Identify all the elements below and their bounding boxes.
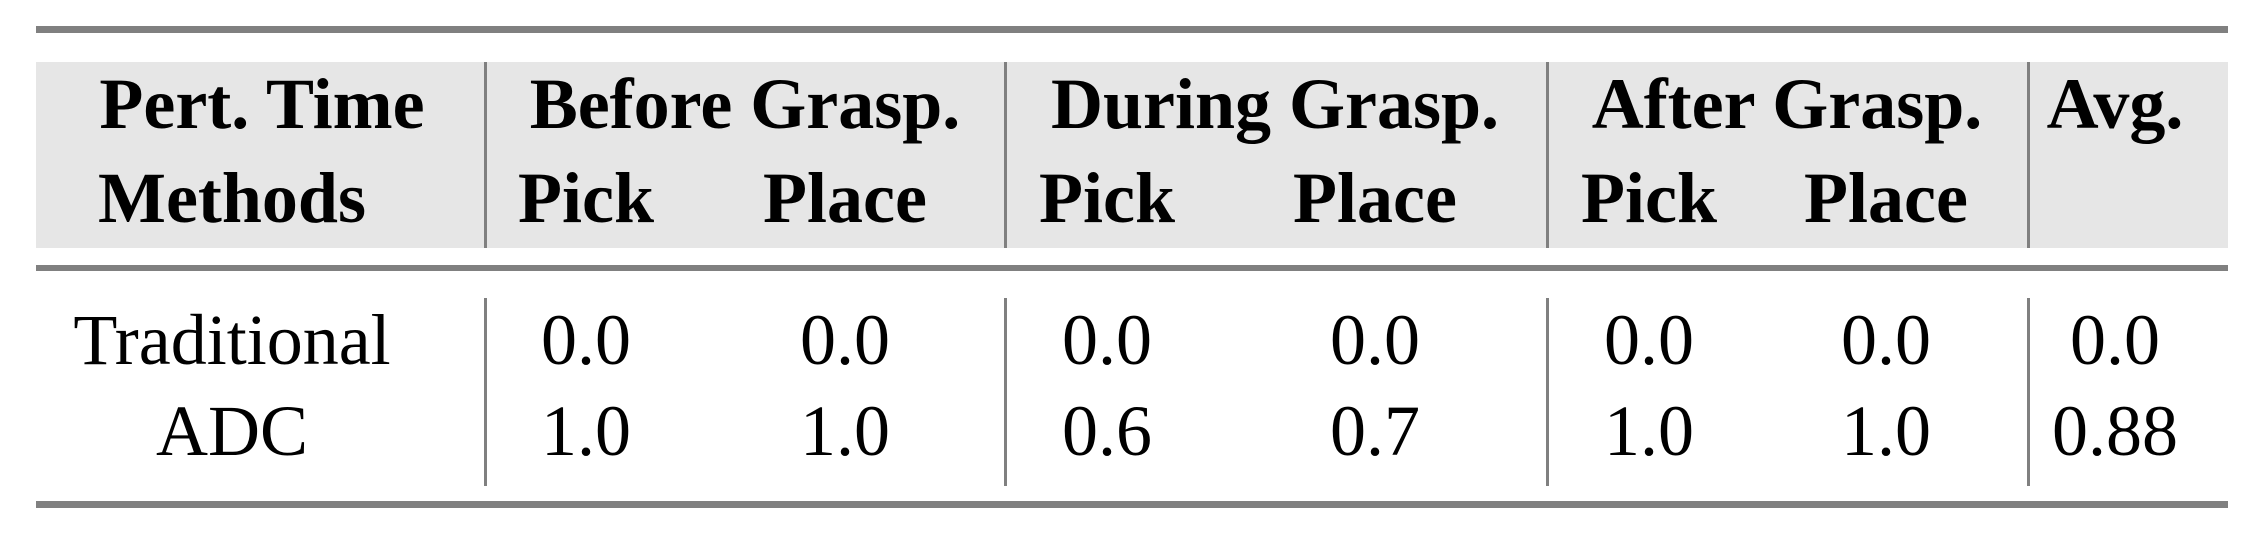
method-name: ADC [155,391,309,471]
header-after-grasp: After Grasp. [1591,64,1983,144]
value-cell: 0.7 [1330,391,1420,471]
header-before-pick: Pick [518,158,654,238]
column-divider [1004,298,1007,486]
column-divider [2027,62,2030,248]
method-name: Traditional [73,300,391,380]
avg-cell: 0.88 [2052,391,2178,471]
avg-cell: 0.0 [2070,300,2160,380]
header-methods: Methods [98,158,366,238]
value-cell: 0.0 [1841,300,1931,380]
value-cell: 0.0 [800,300,890,380]
value-cell: 1.0 [541,391,631,471]
value-cell: 1.0 [1841,391,1931,471]
column-divider [1004,62,1007,248]
header-before-grasp: Before Grasp. [529,64,961,144]
column-divider [484,62,487,248]
header-during-pick: Pick [1039,158,1175,238]
column-divider [1546,298,1549,486]
bottom-rule [36,501,2228,508]
column-divider [1546,62,1549,248]
value-cell: 0.0 [1604,300,1694,380]
header-pert-time: Pert. Time [99,64,425,144]
column-divider [2027,298,2030,486]
header-after-place: Place [1804,158,1968,238]
value-cell: 0.0 [541,300,631,380]
header-after-pick: Pick [1581,158,1717,238]
value-cell: 1.0 [800,391,890,471]
value-cell: 0.0 [1330,300,1420,380]
column-divider [484,298,487,486]
header-during-place: Place [1293,158,1457,238]
value-cell: 0.0 [1062,300,1152,380]
header-during-grasp: During Grasp. [1050,64,1500,144]
header-before-place: Place [763,158,927,238]
value-cell: 0.6 [1062,391,1152,471]
header-avg: Avg. [2046,64,2184,144]
value-cell: 1.0 [1604,391,1694,471]
mid-rule [36,265,2228,271]
header-background [36,62,2228,248]
top-rule [36,26,2228,33]
